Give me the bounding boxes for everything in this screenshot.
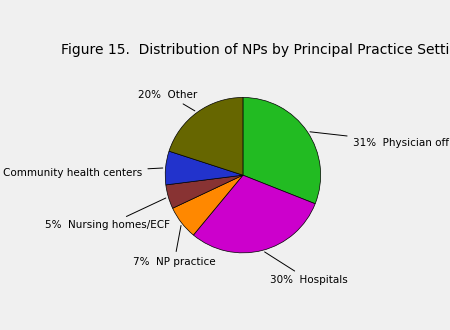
Wedge shape — [165, 151, 243, 185]
Text: 5%  Nursing homes/ECF: 5% Nursing homes/ECF — [45, 198, 170, 230]
Text: 20%  Other: 20% Other — [138, 90, 197, 111]
Wedge shape — [173, 175, 243, 235]
Text: 7%  NP practice: 7% NP practice — [133, 225, 216, 267]
Text: 7%  Community health centers: 7% Community health centers — [0, 168, 163, 178]
Wedge shape — [166, 175, 243, 208]
Wedge shape — [243, 97, 321, 204]
Text: 31%  Physician offices: 31% Physician offices — [310, 132, 450, 148]
Title: Figure 15.  Distribution of NPs by Principal Practice Setting: Figure 15. Distribution of NPs by Princi… — [61, 43, 450, 57]
Wedge shape — [194, 175, 315, 253]
Wedge shape — [169, 97, 243, 175]
Text: 30%  Hospitals: 30% Hospitals — [265, 252, 348, 285]
